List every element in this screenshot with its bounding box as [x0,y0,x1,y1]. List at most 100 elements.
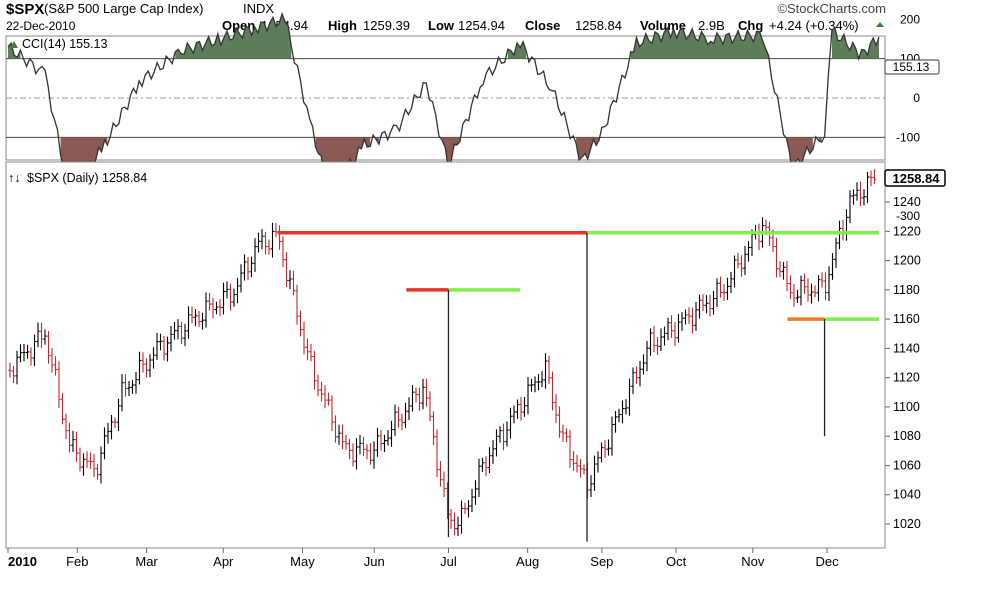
ohlc-bar [372,441,376,469]
ohlc-bar [123,374,128,397]
ohlc-bar [736,252,740,269]
ohlc-bar [326,392,331,406]
ohlc-bar [746,240,751,262]
ohlc-bar [176,319,180,340]
ohlc-bar [529,378,534,392]
ohlc-bar [624,399,628,415]
ohlc-bar [571,451,576,471]
ohlc-bar [340,424,345,450]
ohlc-bar [459,500,464,534]
ohlc-bar [256,232,261,253]
ohlc-bar [288,270,292,290]
ohlc-bar [858,181,863,207]
ohlc-bar [347,439,352,460]
ohlc-bar [67,422,72,453]
ohlc-bar [428,391,432,422]
ohlc-bar [267,239,271,255]
ohlc-bar [732,255,737,288]
ohlc-bar [466,500,471,518]
x-axis: 2010 Feb Mar Apr May Jun Jul Aug Sep Oct Nov Dec [7,548,839,569]
symbol: $SPX [6,1,44,18]
x-tick-label: Nov [741,554,765,569]
index-name: (S&P 500 Large Cap Index) [44,1,203,16]
ohlc-bar [564,428,569,443]
close-value: 1258.84 [575,18,622,33]
ohlc-bar [396,406,401,428]
ohlc-bar [669,315,674,339]
ohlc-bar [813,285,817,298]
ohlc-bar [410,384,415,412]
ohlc-bar [708,294,712,317]
ohlc-bar [596,451,600,473]
volume-label: Volume [640,18,686,33]
ohlc-bar [284,252,289,288]
ohlc-bar [837,220,842,250]
ohlc-bar [617,408,621,423]
ohlc-bar [214,301,219,315]
ohlc-bar [515,399,520,419]
ohlc-bar [424,378,429,407]
date: 22-Dec-2010 [6,19,76,33]
ohlc-bar [568,430,572,468]
price-tick-label: 1100 [893,400,920,414]
ohlc-bar [43,329,47,345]
price-legend-icon: ↑↓ [8,171,21,185]
close-label: Close [525,18,560,33]
ohlc-bar [186,306,191,339]
ohlc-bar [715,278,719,308]
ohlc-bar [697,294,702,319]
ohlc-bar [452,512,457,536]
ohlc-bar [508,407,513,439]
ohlc-bar [193,309,198,327]
ohlc-bar [431,411,436,446]
ohlc-bar [344,434,348,450]
cci-current-value: 155.13 [893,60,930,74]
ohlc-bar [99,446,103,484]
ohlc-bar [645,341,649,372]
x-tick-label: Jun [364,554,385,569]
ohlc-bar [540,371,544,388]
ohlc-bar [421,378,425,410]
cci-tick-label: 0 [913,91,920,105]
ohlc-bar [228,283,233,311]
ohlc-bar [32,334,37,367]
ohlc-bar [606,439,611,456]
ohlc-bar [116,398,121,432]
ohlc-bar [470,488,474,513]
ohlc-bar [270,222,275,258]
ohlc-bar [179,321,184,345]
cci-fill-segment [576,137,600,160]
price-y-axis: 1240 1220 1200 1180 1160 1140 1120 1100 1080 1060… [893,195,921,531]
ohlc-bar [659,328,663,352]
ohlc-bar [533,376,537,393]
ohlc-bar [81,453,86,476]
chg-label: Chg [738,18,763,33]
price-tick-label: 1240 [893,195,921,209]
ohlc-bar [92,454,96,478]
price-tick-label: 1180 [893,283,920,297]
ohlc-bar [263,231,268,255]
ohlc-bar [487,447,492,474]
ohlc-bar [64,413,68,440]
ohlc-bar [200,312,205,330]
ohlc-bar [704,295,709,314]
ohlc-bar [109,414,114,440]
ohlc-bar [554,394,558,424]
ohlc-bar [666,317,670,341]
ohlc-bar [368,443,373,465]
ohlc-bar [550,371,555,411]
ohlc-bar [319,381,324,402]
cci-tick-label: -300 [896,209,920,223]
cci-legend: CCI(14) 155.13 [22,37,108,51]
ohlc-bar [403,402,408,429]
ohlc-bar [449,509,453,529]
ohlc-bar [799,275,803,306]
x-tick-label: Sep [590,554,613,569]
ohlc-bar [694,301,698,331]
ohlc-bar [498,426,502,443]
ohlc-bar [85,451,89,468]
ohlc-bar [809,283,814,304]
ohlc-bar [312,351,317,390]
ohlc-bar [141,352,145,373]
ohlc-bar [526,377,530,415]
